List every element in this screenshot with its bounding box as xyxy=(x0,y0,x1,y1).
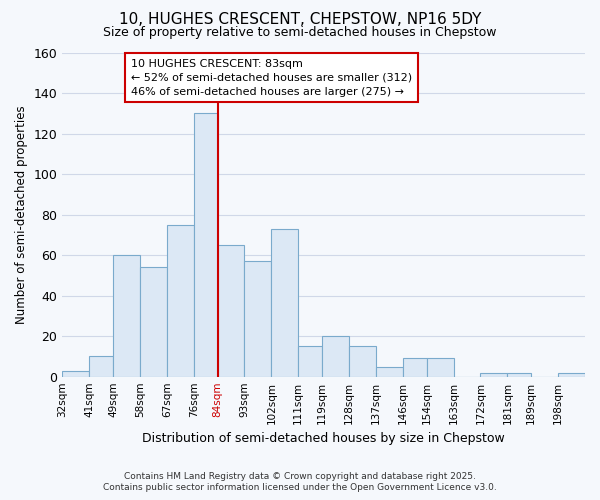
Bar xyxy=(558,372,585,376)
Text: 10, HUGHES CRESCENT, CHEPSTOW, NP16 5DY: 10, HUGHES CRESCENT, CHEPSTOW, NP16 5DY xyxy=(119,12,481,28)
Bar xyxy=(62,370,89,376)
Text: 10 HUGHES CRESCENT: 83sqm
← 52% of semi-detached houses are smaller (312)
46% of: 10 HUGHES CRESCENT: 83sqm ← 52% of semi-… xyxy=(131,58,412,96)
Bar xyxy=(244,261,271,376)
Bar xyxy=(140,268,167,376)
Bar xyxy=(481,372,508,376)
Bar xyxy=(322,336,349,376)
Y-axis label: Number of semi-detached properties: Number of semi-detached properties xyxy=(15,106,28,324)
Bar xyxy=(427,358,454,376)
Bar xyxy=(376,366,403,376)
Bar xyxy=(194,114,218,376)
Bar xyxy=(349,346,376,376)
Bar xyxy=(403,358,427,376)
Bar xyxy=(167,224,194,376)
Bar xyxy=(298,346,322,376)
Text: Contains HM Land Registry data © Crown copyright and database right 2025.
Contai: Contains HM Land Registry data © Crown c… xyxy=(103,472,497,492)
Bar xyxy=(218,245,244,376)
Bar xyxy=(113,255,140,376)
X-axis label: Distribution of semi-detached houses by size in Chepstow: Distribution of semi-detached houses by … xyxy=(142,432,505,445)
Bar xyxy=(508,372,531,376)
Bar xyxy=(271,229,298,376)
Bar xyxy=(89,356,113,376)
Text: Size of property relative to semi-detached houses in Chepstow: Size of property relative to semi-detach… xyxy=(103,26,497,39)
